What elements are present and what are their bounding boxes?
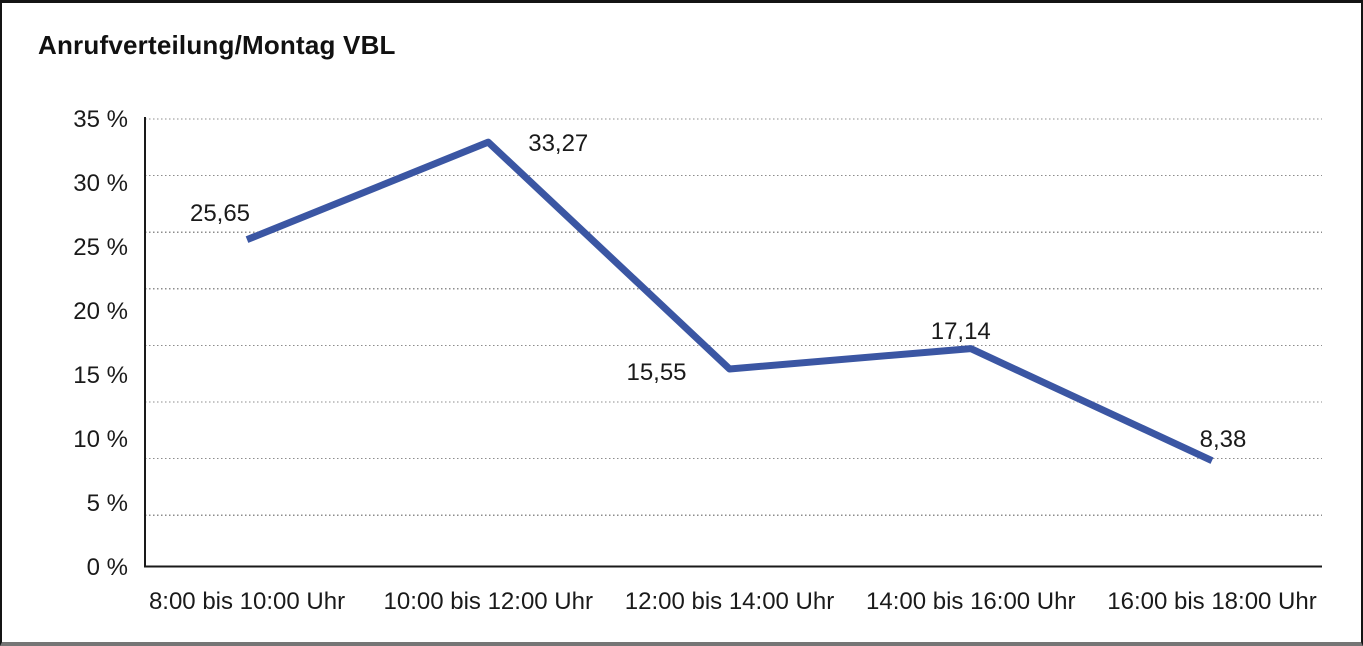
x-tick-label: 10:00 bis 12:00 Uhr	[383, 588, 593, 615]
data-point-label: 15,55	[626, 358, 687, 386]
y-tick-label: 0 %	[86, 554, 128, 581]
data-point-label: 17,14	[930, 317, 991, 345]
x-tick-label: 14:00 bis 16:00 Uhr	[866, 588, 1076, 615]
y-tick-label: 10 %	[73, 426, 128, 453]
series-line	[245, 138, 1214, 464]
y-tick-label: 5 %	[86, 490, 128, 517]
y-tick-label: 15 %	[73, 362, 128, 389]
y-tick-label: 20 %	[73, 298, 128, 325]
x-tick-label: 12:00 bis 14:00 Uhr	[624, 588, 835, 615]
x-tick-label: 8:00 bis 10:00 Uhr	[148, 588, 346, 615]
y-tick-label: 25 %	[73, 234, 128, 261]
data-point-label: 8,38	[1199, 425, 1247, 453]
y-tick-label: 30 %	[73, 170, 128, 197]
chart-title: Anrufverteilung/Montag VBL	[38, 30, 396, 60]
data-point-label: 25,65	[189, 199, 251, 227]
line-chart-plot-area	[144, 117, 1322, 568]
x-tick-label: 16:00 bis 18:00 Uhr	[1107, 588, 1317, 615]
y-tick-label: 35 %	[73, 106, 128, 133]
data-point-label: 33,27	[528, 130, 589, 158]
